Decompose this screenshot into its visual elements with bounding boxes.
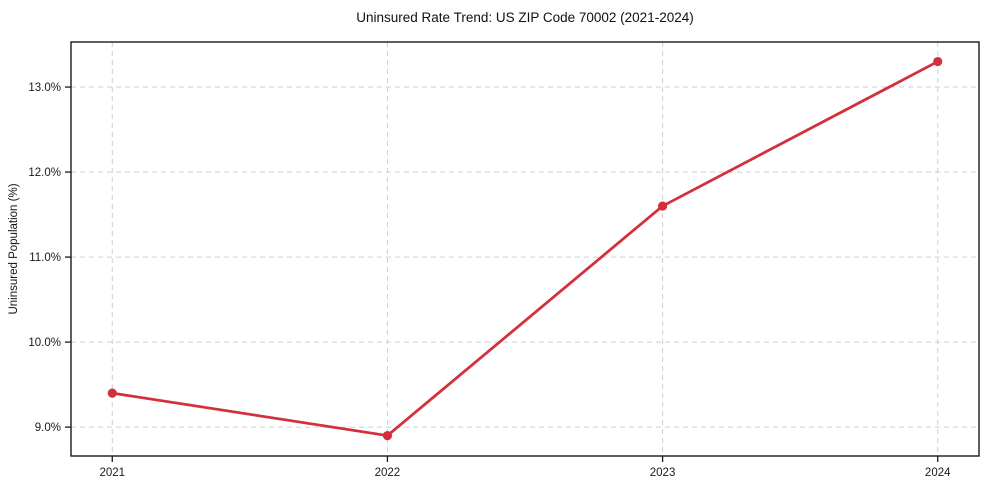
data-point-2023	[657, 201, 668, 211]
chart-title: Uninsured Rate Trend: US ZIP Code 70002 …	[356, 10, 694, 25]
y-tick-label: 13.0%	[28, 82, 61, 94]
plot-border	[70, 41, 980, 457]
data-point-2021	[107, 388, 117, 398]
y-tick-label: 12.0%	[28, 167, 61, 179]
x-tick-label: 2021	[99, 467, 125, 479]
x-tick-label: 2023	[650, 467, 676, 479]
y-tick-label: 10.0%	[28, 337, 61, 349]
x-tick-label: 2024	[925, 467, 951, 479]
trend-line	[110, 60, 940, 437]
data-point-2022	[382, 430, 393, 441]
x-tick-label: 2022	[375, 467, 401, 479]
y-tick-label: 11.0%	[29, 252, 61, 264]
y-tick-label: 9.0%	[35, 422, 61, 434]
data-point-2024	[933, 56, 943, 67]
